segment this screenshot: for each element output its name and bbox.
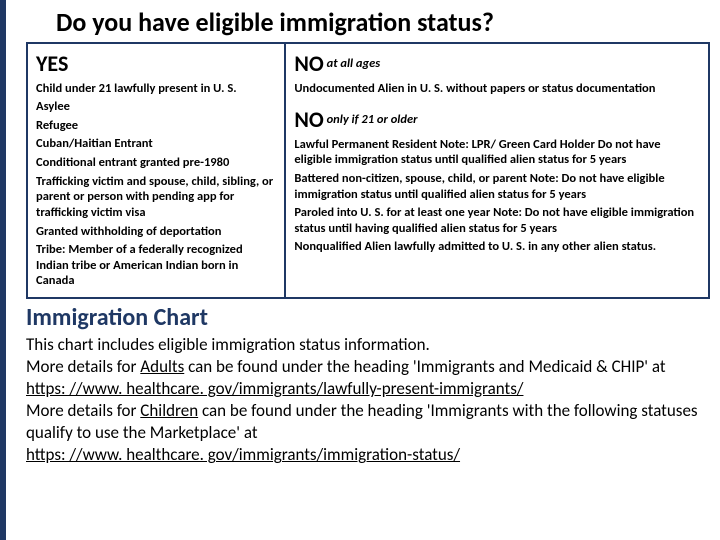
adults-word: Adults: [140, 356, 184, 377]
children-prefix: More details for: [26, 400, 140, 421]
no-21-item: Paroled into U. S. for at least one year…: [294, 205, 700, 236]
no-21-heading: NO: [294, 106, 323, 134]
yes-item: Cuban/Haitian Entrant: [36, 136, 276, 152]
no-all-qualifier: at all ages: [327, 56, 381, 71]
yes-item: Granted withholding of deportation: [36, 224, 276, 240]
no-21-item: Battered non-citizen, spouse, child, or …: [294, 171, 700, 202]
yes-item: Child under 21 lawfully present in U. S.: [36, 81, 276, 97]
yes-heading: YES: [36, 50, 68, 78]
yes-item: Tribe: Member of a federally recognized …: [36, 242, 276, 289]
yes-item: Conditional entrant granted pre-1980: [36, 155, 276, 171]
status-chart: YES Child under 21 lawfully present in U…: [26, 42, 710, 299]
children-link[interactable]: https: //www. healthcare. gov/immigrants…: [26, 444, 460, 465]
no-all-heading: NO: [294, 50, 323, 78]
adults-link[interactable]: https: //www. healthcare. gov/immigrants…: [26, 378, 523, 399]
adults-mid: can be found under the heading 'Immigran…: [184, 356, 665, 377]
no-all-item: Undocumented Alien in U. S. without pape…: [294, 81, 700, 97]
no-21-qualifier: only if 21 or older: [327, 112, 418, 127]
page-title: Do you have eligible immigration status?: [6, 0, 720, 42]
children-word: Children: [140, 400, 198, 421]
body-intro: This chart includes eligible immigration…: [26, 334, 430, 355]
yes-column: YES Child under 21 lawfully present in U…: [28, 44, 286, 297]
no-21-item: Lawful Permanent Resident Note: LPR/ Gre…: [294, 137, 700, 168]
adults-prefix: More details for: [26, 356, 140, 377]
yes-item: Asylee: [36, 99, 276, 115]
no-column: NO at all ages Undocumented Alien in U. …: [286, 44, 708, 297]
subheading: Immigration Chart: [6, 299, 720, 334]
body-text: This chart includes eligible immigration…: [6, 334, 720, 467]
yes-item: Trafficking victim and spouse, child, si…: [36, 174, 276, 221]
no-21-item: Nonqualified Alien lawfully admitted to …: [294, 239, 700, 255]
yes-item: Refugee: [36, 118, 276, 134]
